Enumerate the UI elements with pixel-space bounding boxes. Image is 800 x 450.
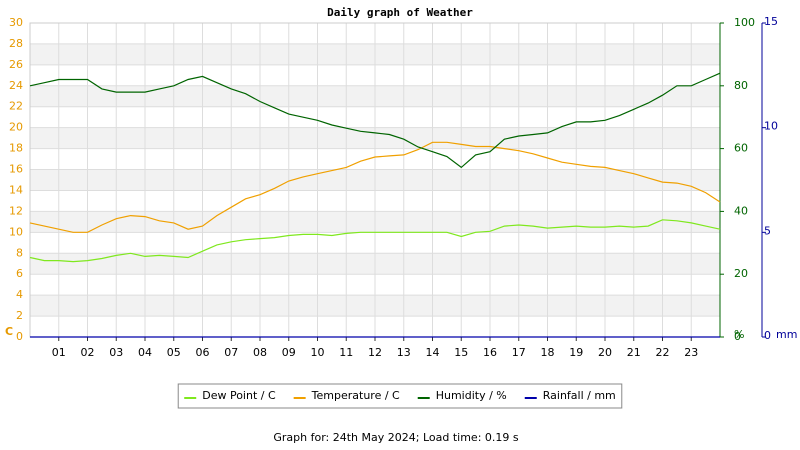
x-tick-label: 01 [52, 346, 66, 359]
x-tick-label: 04 [138, 346, 152, 359]
y-tick-label: 24 [9, 79, 23, 92]
y-tick-label: 6 [16, 267, 23, 280]
x-tick-label: 13 [397, 346, 411, 359]
x-tick-label: 02 [81, 346, 95, 359]
x-tick-label: 07 [224, 346, 238, 359]
legend: Dew Point / C Temperature / C Humidity / %… [177, 383, 623, 409]
x-tick-label: 05 [167, 346, 181, 359]
chart-title: Daily graph of Weather [327, 6, 473, 19]
x-tick-label: 23 [684, 346, 698, 359]
y3-axis-label: mm [776, 328, 797, 341]
y-tick-label: 22 [9, 100, 23, 113]
y-tick-label: 2 [16, 309, 23, 322]
y2-tick-label: 100 [734, 16, 755, 29]
y2-tick-label: 0 [734, 330, 741, 343]
y2-tick-label: 20 [734, 267, 748, 280]
legend-label: Temperature / C [311, 389, 400, 402]
x-tick-label: 03 [109, 346, 123, 359]
y-tick-label: 12 [9, 204, 23, 217]
y2-axis-label: % [734, 328, 744, 341]
x-tick-label: 22 [656, 346, 670, 359]
y-tick-label: 0 [16, 330, 23, 343]
x-tick-label: 21 [627, 346, 641, 359]
legend-label: Rainfall / mm [543, 389, 616, 402]
series-line [29, 141, 721, 233]
legend-label: Humidity / % [436, 389, 507, 402]
y-tick-label: 8 [16, 246, 23, 259]
series-line [29, 72, 721, 169]
legend-box [177, 383, 623, 409]
x-tick-label: 19 [569, 346, 583, 359]
y-tick-label: 16 [9, 163, 23, 176]
y2-tick-label: 80 [734, 79, 748, 92]
series-line [29, 219, 721, 263]
x-tick-label: 17 [512, 346, 526, 359]
x-tick-label: 08 [253, 346, 267, 359]
y2-tick-label: 40 [734, 204, 748, 217]
x-tick-label: 12 [368, 346, 382, 359]
y-tick-label: 14 [9, 183, 23, 196]
y3-tick-label: 10 [764, 120, 778, 133]
x-tick-label: 06 [196, 346, 210, 359]
y2-tick-label: 60 [734, 142, 748, 155]
footer: Graph for: 24th May 2024; Load time: 0.1… [273, 431, 519, 444]
legend-label: Dew Point / C [202, 389, 276, 402]
x-tick-label: 14 [426, 346, 440, 359]
x-tick-label: 16 [483, 346, 497, 359]
x-tick-label: 11 [339, 346, 353, 359]
y-tick-label: 18 [9, 142, 23, 155]
y-tick-label: 10 [9, 225, 23, 238]
y3-tick-label: 0 [764, 329, 771, 342]
x-tick-label: 18 [541, 346, 555, 359]
x-tick-label: 10 [311, 346, 325, 359]
y-axis-label: C [5, 325, 13, 338]
y-tick-label: 28 [9, 37, 23, 50]
y-tick-label: 30 [9, 16, 23, 29]
y-tick-label: 20 [9, 121, 23, 134]
y-tick-label: 4 [16, 288, 23, 301]
x-tick-label: 15 [454, 346, 468, 359]
x-tick-label: 09 [282, 346, 296, 359]
y-tick-label: 26 [9, 58, 23, 71]
y3-tick-label: 15 [764, 15, 778, 28]
y3-tick-label: 5 [764, 224, 771, 237]
x-tick-label: 20 [598, 346, 612, 359]
